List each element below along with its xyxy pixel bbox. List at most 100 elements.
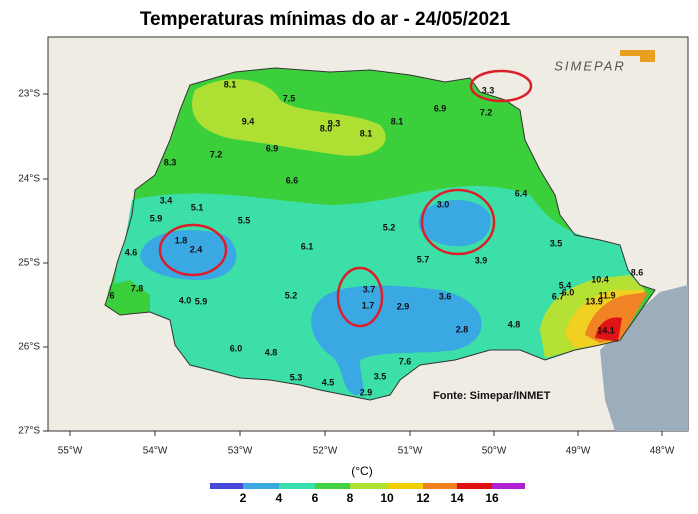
station-value: 3.3 (482, 85, 495, 95)
station-value: 1.8 (175, 235, 188, 245)
station-value: 3.9 (475, 255, 488, 265)
station-value: 4.8 (508, 319, 521, 329)
station-value: 6.0 (562, 287, 575, 297)
station-value: 6.6 (286, 175, 299, 185)
zone-8-10 (192, 79, 386, 156)
lon-tick-label: 51°W (398, 446, 423, 457)
lon-tick-label: 50°W (482, 446, 507, 457)
source-note: Fonte: Simepar/INMET (433, 390, 551, 402)
station-value: 3.5 (550, 238, 563, 248)
highlight-circle (469, 69, 533, 103)
colorbar-label: 2 (240, 491, 247, 505)
station-value: 2.9 (397, 301, 410, 311)
colorbar-segment (210, 483, 243, 489)
station-value: 4.5 (322, 377, 335, 387)
colorbar-segment (279, 483, 315, 489)
colorbar-segment (387, 483, 423, 489)
station-value: 5.7 (417, 254, 430, 264)
colorbar-segment (457, 483, 492, 489)
station-value: 8.3 (164, 157, 177, 167)
station-value: 14.1 (597, 325, 615, 335)
station-value: 8.1 (360, 128, 373, 138)
colorbar-label: 16 (485, 491, 499, 505)
station-value: 9.3 (328, 118, 341, 128)
station-value: 7.8 (131, 283, 144, 293)
colorbar-label: 14 (450, 491, 464, 505)
lon-tick-label: 55°W (58, 446, 83, 457)
station-value: 9.4 (242, 116, 255, 126)
station-value: 6.9 (434, 103, 447, 113)
station-value: 5.1 (191, 202, 204, 212)
colorbar-label: 8 (347, 491, 354, 505)
colorbar (210, 483, 525, 489)
colorbar-segment (492, 483, 525, 489)
station-value: 5.2 (383, 222, 396, 232)
station-value: 13.9 (585, 296, 603, 306)
station-value: 6 (109, 290, 114, 300)
station-value: 2.4 (190, 244, 203, 254)
lon-tick-label: 53°W (228, 446, 253, 457)
station-value: 7.6 (399, 356, 412, 366)
colorbar-unit: (°C) (351, 464, 372, 478)
station-value: 8.1 (391, 116, 404, 126)
lat-tick-label: 24°S (18, 174, 40, 185)
station-value: 4.8 (265, 347, 278, 357)
zone-2-4 (311, 285, 482, 395)
ocean (600, 285, 688, 431)
station-value: 10.4 (591, 274, 609, 284)
colorbar-label: 10 (380, 491, 394, 505)
lat-tick-label: 23°S (18, 89, 40, 100)
highlight-circle (158, 223, 228, 277)
station-value: 5.5 (238, 215, 251, 225)
map-frame: SIMEPAR Fonte: Simepar/INMET (47, 36, 689, 432)
zone-2-4 (140, 230, 237, 280)
station-value: 6.9 (266, 143, 279, 153)
highlight-circles (158, 69, 533, 328)
highlight-circle (420, 188, 496, 256)
colorbar-label: 6 (312, 491, 319, 505)
colorbar-segment (315, 483, 350, 489)
station-value: 5.9 (150, 213, 163, 223)
logo: SIMEPAR (554, 50, 655, 73)
lon-tick-label: 54°W (143, 446, 168, 457)
station-value: 3.4 (160, 195, 173, 205)
station-value: 3.5 (374, 371, 387, 381)
station-value: 1.7 (362, 300, 375, 310)
station-value: 11.9 (598, 290, 615, 300)
colorbar-segment (350, 483, 387, 489)
station-value: 8.0 (320, 123, 333, 133)
station-value: 6.7 (552, 291, 565, 301)
zone-2-4 (418, 200, 491, 247)
logo-text: SIMEPAR (554, 58, 626, 73)
station-value: 7.2 (480, 107, 493, 117)
colorbar-label: 12 (416, 491, 430, 505)
highlight-circle (336, 266, 384, 328)
station-value: 3.6 (439, 291, 452, 301)
station-value: 6.0 (230, 343, 243, 353)
station-value: 7.5 (283, 93, 296, 103)
logo-mark (620, 50, 655, 62)
station-value: 6.1 (301, 241, 314, 251)
station-value: 5.9 (195, 296, 208, 306)
lat-tick-label: 26°S (18, 342, 40, 353)
lon-tick-label: 49°W (566, 446, 591, 457)
colorbar-label: 4 (276, 491, 283, 505)
station-value: 5.3 (290, 372, 303, 382)
station-value: 7.2 (210, 149, 223, 159)
lon-tick-label: 48°W (650, 446, 675, 457)
station-value: 8.1 (224, 79, 237, 89)
station-value: 6.4 (515, 188, 528, 198)
station-value: 2.8 (456, 324, 469, 334)
lat-tick-label: 25°S (18, 258, 40, 269)
station-value: 2.9 (360, 387, 373, 397)
colorbar-segment (423, 483, 457, 489)
station-value: 5.2 (285, 290, 298, 300)
station-value: 3.7 (363, 284, 376, 294)
title: Temperaturas mínimas do ar - 24/05/2021 (140, 9, 511, 30)
zone-14-16 (595, 317, 622, 342)
station-value: 4.6 (125, 247, 138, 257)
colorbar-segment (243, 483, 279, 489)
state-border (104, 67, 656, 401)
